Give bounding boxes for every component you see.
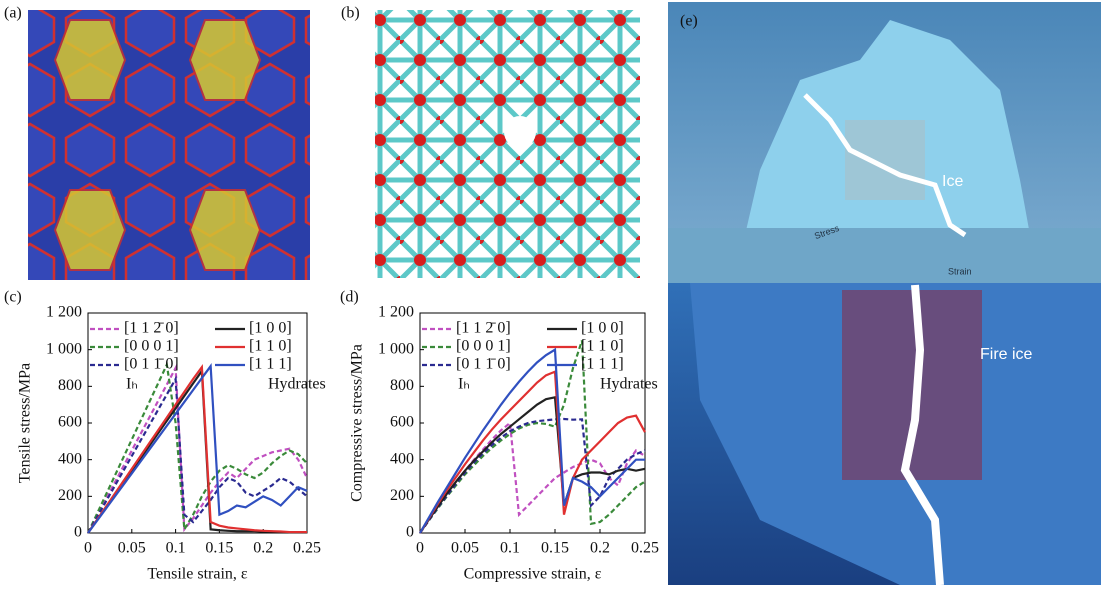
panel-label: (a) — [4, 5, 22, 22]
series-line — [419, 370, 646, 534]
label-ice: Ice — [942, 173, 963, 190]
x-tick-label: 0.1 — [166, 540, 186, 557]
series-line — [87, 360, 308, 534]
series-line — [419, 396, 646, 534]
y-tick-label: 1 000 — [46, 340, 82, 357]
x-tick-label: 0 — [416, 540, 424, 557]
panel-label: (b) — [341, 5, 360, 22]
x-tick-label: 0.1 — [500, 540, 520, 557]
series-line — [87, 363, 307, 534]
legend-label: [1 0 0] — [249, 320, 292, 337]
y-tick-label: 1 200 — [378, 304, 414, 321]
series-line — [419, 417, 646, 534]
channel — [504, 116, 536, 148]
y-tick-label: 800 — [390, 377, 414, 394]
y-tick-label: 1 000 — [378, 340, 414, 357]
y-axis-label: Compressive stress/MPa — [349, 344, 366, 502]
y-tick-label: 0 — [74, 524, 82, 541]
crack — [900, 284, 944, 586]
y-tick-label: 600 — [58, 414, 82, 431]
legend-label: [1 1 2̄ 0] — [124, 320, 179, 337]
annotation: Hydrates — [600, 376, 658, 393]
series-line — [87, 367, 307, 534]
annotation: Iₕ — [126, 376, 138, 393]
y-tick-label: 1 200 — [46, 304, 82, 321]
x-tick-label: 0.25 — [293, 540, 321, 557]
label-strain: Strain — [948, 266, 972, 276]
x-tick-label: 0 — [84, 540, 92, 557]
y-tick-label: 0 — [406, 524, 414, 541]
crack — [803, 93, 967, 238]
y-tick-label: 800 — [58, 377, 82, 394]
legend-label: [1 1 1] — [581, 356, 624, 373]
label-fire-ice: Fire ice — [980, 346, 1033, 363]
x-tick-label: 0.15 — [541, 540, 569, 557]
panel-label: (d) — [340, 289, 359, 306]
legend-label: [0 1 1̄ 0] — [456, 356, 511, 373]
x-tick-label: 0.15 — [205, 540, 233, 557]
panel-label: (c) — [4, 289, 22, 306]
y-tick-label: 600 — [390, 414, 414, 431]
y-tick-label: 400 — [58, 450, 82, 467]
cages — [53, 19, 262, 271]
y-tick-label: 200 — [390, 487, 414, 504]
water-surface — [668, 228, 1101, 283]
x-tick-label: 0.05 — [451, 540, 479, 557]
plot-frame — [419, 312, 646, 534]
x-axis-label: Tensile strain, ε — [147, 566, 248, 583]
x-tick-label: 0.05 — [118, 540, 146, 557]
series-line — [419, 347, 645, 534]
legend-label: [0 0 0 1] — [456, 338, 511, 355]
series-line — [87, 363, 308, 534]
lattice-image — [375, 10, 640, 278]
x-axis-label: Compressive strain, ε — [464, 566, 602, 583]
annotation: Hydrates — [268, 376, 326, 393]
series-line — [87, 363, 308, 534]
annotation: Iₕ — [458, 376, 470, 393]
legend-label: [0 0 0 1] — [124, 338, 179, 355]
panel-label: (e) — [680, 13, 698, 30]
series-line — [87, 375, 308, 534]
y-axis-label: Tensile stress/MPa — [17, 363, 34, 483]
y-tick-label: 200 — [58, 487, 82, 504]
plot-frame — [87, 312, 308, 534]
ice-region — [845, 120, 925, 200]
x-tick-label: 0.2 — [590, 540, 610, 557]
legend-label: [1 1 2̄ 0] — [456, 320, 511, 337]
legend-label: [1 1 1] — [249, 356, 292, 373]
x-tick-label: 0.25 — [631, 540, 659, 557]
legend-label: [0 1 1̄ 0] — [124, 356, 179, 373]
x-tick-label: 0.2 — [253, 540, 273, 557]
legend-label: [1 1 0] — [581, 338, 624, 355]
legend-label: [1 0 0] — [581, 320, 624, 337]
series-line — [419, 340, 646, 534]
legend-label: [1 1 0] — [249, 338, 292, 355]
y-tick-label: 400 — [390, 450, 414, 467]
